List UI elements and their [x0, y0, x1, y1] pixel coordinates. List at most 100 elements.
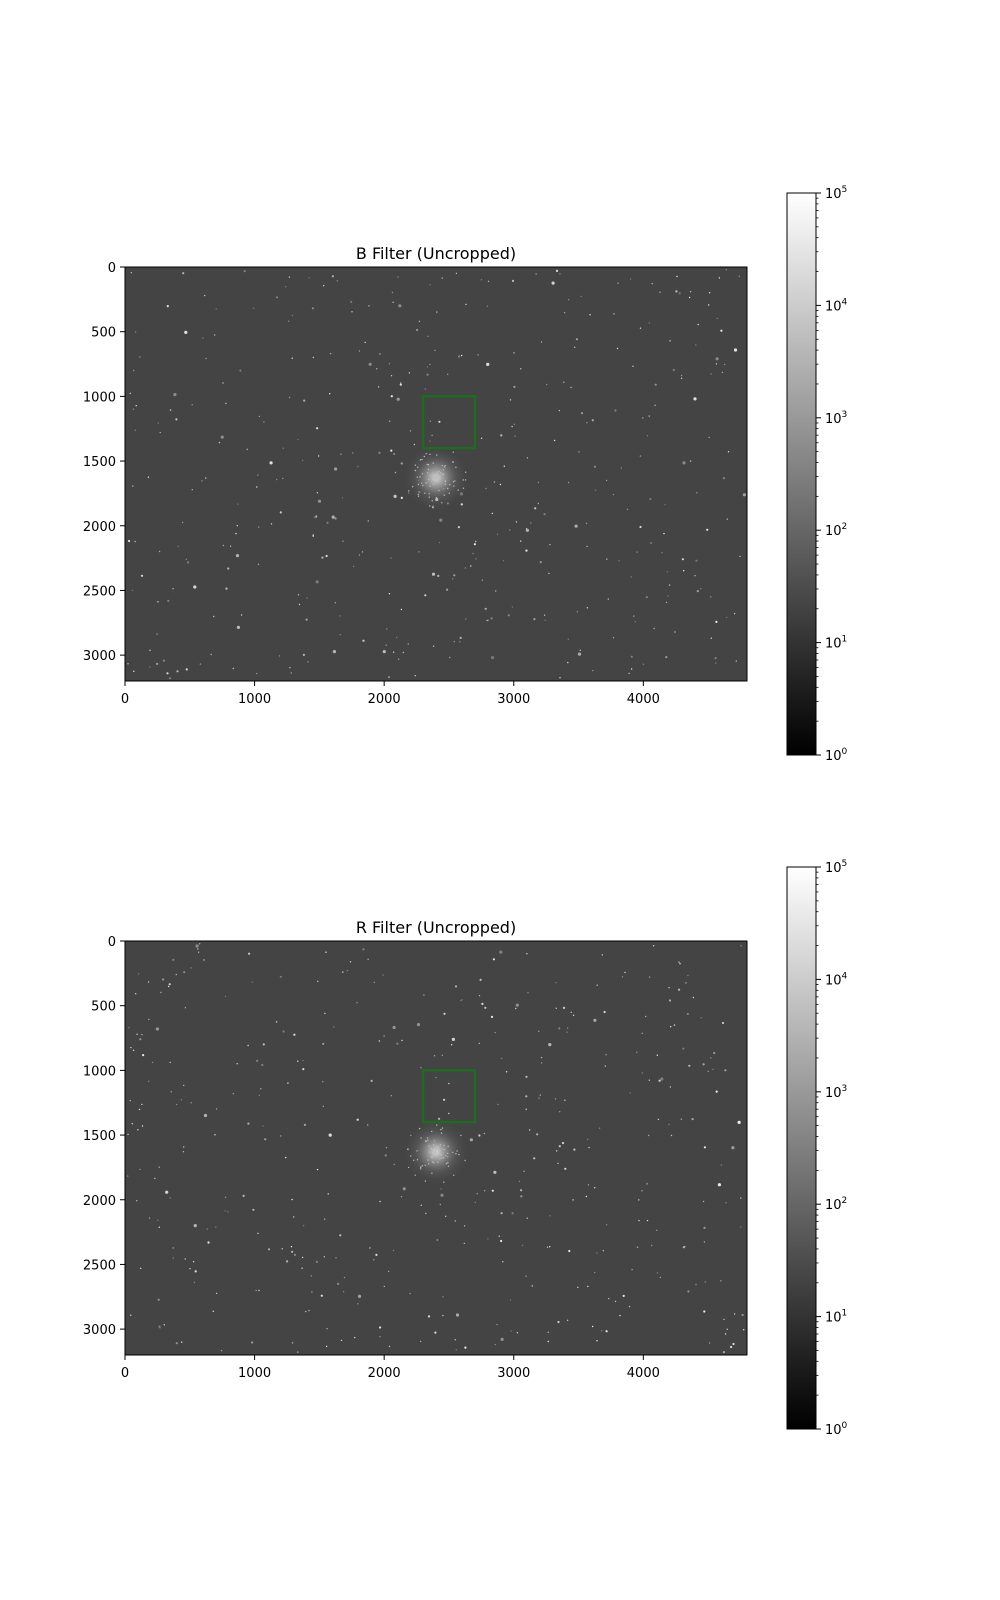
star [738, 275, 740, 277]
star [396, 397, 400, 401]
star [469, 1138, 473, 1142]
star [140, 574, 144, 577]
star [511, 425, 513, 428]
star [724, 1333, 727, 1335]
star [435, 1076, 437, 1079]
star [555, 982, 557, 984]
star [577, 652, 582, 656]
star [696, 590, 699, 593]
star [281, 1248, 283, 1250]
star [439, 518, 443, 522]
colorbar-tick-label: 102 [825, 1196, 847, 1213]
cluster-star [435, 1149, 437, 1151]
cluster-star [456, 1150, 458, 1152]
star [523, 1170, 525, 1173]
star [648, 1079, 650, 1081]
star [183, 1146, 185, 1148]
cluster-star [427, 472, 429, 474]
star [689, 291, 692, 293]
star [197, 951, 200, 953]
cluster-star [452, 481, 455, 483]
star [425, 1212, 427, 1215]
star [213, 615, 215, 618]
star [525, 528, 530, 532]
star [402, 1187, 406, 1191]
star [619, 1314, 621, 1317]
star [559, 677, 561, 679]
star [578, 451, 580, 453]
star [224, 995, 227, 998]
star [148, 1080, 150, 1083]
star [703, 1310, 706, 1313]
star [316, 427, 319, 430]
star [631, 1268, 633, 1271]
star [733, 348, 738, 352]
star [258, 415, 260, 418]
star [496, 533, 499, 535]
star [685, 982, 687, 984]
cluster-star [427, 464, 430, 466]
star [141, 1033, 143, 1036]
star [567, 638, 569, 640]
star [239, 369, 242, 372]
star [673, 630, 677, 634]
star [401, 1039, 403, 1042]
star [182, 272, 185, 275]
star [659, 291, 661, 293]
colorbar-tick-label: 101 [825, 1309, 847, 1326]
star [463, 1225, 466, 1227]
star [287, 1082, 289, 1084]
star [392, 301, 394, 303]
star [235, 532, 237, 535]
star [642, 417, 644, 419]
star [509, 399, 512, 401]
star [175, 973, 177, 976]
star [538, 1030, 540, 1033]
star [686, 1012, 689, 1016]
star [618, 560, 620, 562]
star [409, 1292, 411, 1295]
star [317, 455, 320, 457]
star [591, 1325, 594, 1328]
star [357, 465, 359, 468]
star [470, 565, 472, 567]
star [455, 1313, 460, 1317]
star [378, 1040, 380, 1042]
star [453, 640, 455, 643]
star [628, 672, 630, 675]
cluster-star [444, 465, 446, 467]
star [612, 493, 615, 496]
star [645, 1015, 647, 1018]
star [202, 337, 204, 339]
star [436, 1238, 439, 1242]
star [568, 1249, 571, 1253]
star [416, 1023, 421, 1027]
star [480, 437, 483, 439]
cluster-star [435, 1153, 437, 1156]
star [168, 677, 172, 680]
star [342, 1291, 345, 1293]
star [540, 1062, 543, 1064]
star [350, 300, 353, 303]
star [639, 525, 642, 529]
star [648, 1134, 650, 1137]
star [398, 658, 400, 660]
star [334, 602, 336, 604]
star [207, 1241, 210, 1244]
cluster-star [432, 462, 434, 464]
cluster-star [443, 466, 446, 468]
star [476, 1193, 478, 1195]
cluster-star [424, 492, 426, 494]
star [367, 520, 369, 522]
star [212, 1310, 214, 1313]
star [175, 418, 178, 421]
y-tick-label: 1000 [83, 390, 116, 405]
star [214, 334, 216, 336]
star [451, 1044, 453, 1046]
star [291, 357, 293, 359]
star [518, 1180, 521, 1183]
star [134, 429, 136, 431]
star [282, 477, 284, 480]
star [683, 570, 685, 572]
cluster-star [430, 1147, 432, 1150]
